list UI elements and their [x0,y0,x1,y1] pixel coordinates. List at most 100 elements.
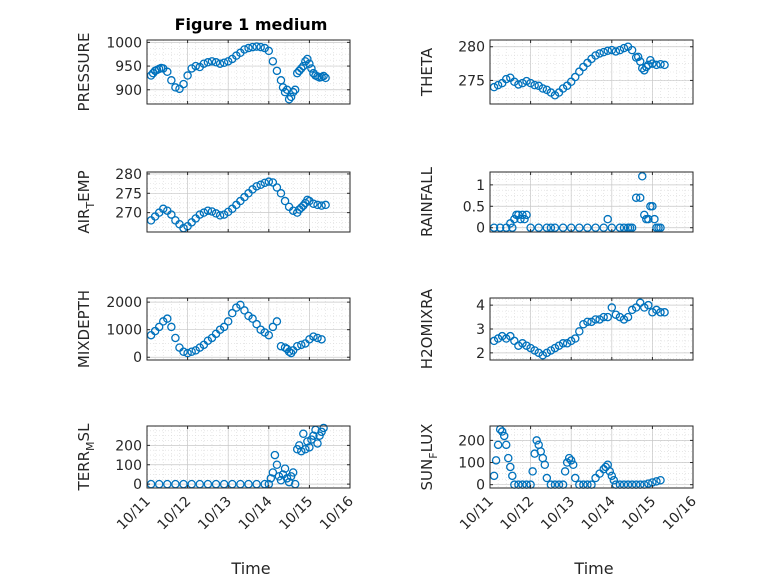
y-tick-label: 275 [115,186,142,202]
data-point [321,200,330,210]
data-point [272,317,282,326]
data-point [297,340,306,350]
data-point [652,60,661,70]
subplot-air-temp: 270 275 280 AIRTEMP [75,167,351,234]
y-tick-label: 270 [115,206,142,222]
data-point [309,199,318,208]
y-tick-label: 2 [476,346,485,362]
x-tick-label: 10/15 [619,494,659,534]
data-point [611,47,621,56]
data-point [656,308,665,317]
y-tick-label: 0.5 [463,199,485,215]
data-point [546,223,556,232]
data-point [313,439,322,448]
data-point [571,72,580,82]
data-point [648,202,657,211]
data-point [264,330,274,340]
axes-frame [489,171,694,233]
data-point [609,475,619,485]
figure-title: Figure 1 medium [175,15,328,34]
data-point [514,210,523,220]
data-point [211,58,221,67]
data-point [303,54,312,64]
data-point [605,467,615,476]
data-point [195,210,205,219]
data-point [294,441,304,450]
data-point [219,58,229,68]
data-point [163,314,172,323]
data-point [317,335,326,344]
y-axis-label: TERRMSL [75,423,97,492]
data-point [309,431,318,440]
y-tick-label: 280 [115,167,142,183]
data-point [534,223,543,232]
data-point [290,85,300,95]
data-point [297,64,306,73]
data-point [607,471,617,481]
x-tick-label: 10/11 [457,494,497,534]
subplot-sun-flux: 0 100 200 10/11 10/12 10/13 10/14 10/15 10/16 SUN… [418,424,700,534]
y-tick-label: 3 [476,322,485,338]
data-point [199,59,209,68]
data-point [270,450,280,460]
subplot-mixdepth: 0 1000 2000 MIXDEPTH [75,290,351,368]
data-point [236,300,245,310]
data-point [292,341,302,351]
data-point [215,59,225,68]
data-point [491,456,501,465]
data-point [167,322,176,332]
y-tick-label: 4 [476,298,485,314]
data-point [203,206,213,215]
subplot-rainfall: 0 0.5 1 RAINFALL [418,166,694,237]
data-point [566,456,576,465]
data-point [307,64,316,73]
data-point [215,211,225,220]
data-point [191,61,200,71]
data-point [501,440,511,450]
data-point [625,223,635,232]
data-point [309,332,318,341]
data-point [558,223,568,232]
y-tick-label: 2000 [106,295,142,311]
axes-frame [146,39,351,105]
x-tick-label: 10/12 [155,494,195,534]
data-point [627,45,637,55]
data-point [575,327,584,336]
data-point [179,347,188,356]
data-point [240,45,249,54]
y-tick-label: 100 [458,456,485,472]
data-point [183,71,192,80]
data-point [288,87,298,97]
data-point [301,444,310,454]
data-point [514,80,523,89]
y-axis-label: RAINFALL [418,166,436,237]
y-tick-label: 1000 [106,35,142,51]
data-point [506,462,515,472]
data-point [179,79,188,89]
data-point [264,177,274,186]
data-point [219,322,229,332]
data-point [154,322,164,332]
data-point [652,477,661,486]
data-point [167,76,176,85]
y-tick-label: 0 [476,478,485,494]
data-point [560,467,570,476]
data-point [319,71,328,81]
y-tick-label: 1 [476,178,485,194]
data-point [522,210,531,220]
data-point [599,47,608,57]
data-point [607,303,617,312]
data-point [499,431,509,441]
y-tick-label: 0 [476,221,485,237]
data-point [504,453,513,463]
data-point [207,207,217,216]
data-point [591,51,600,60]
data-point [495,223,505,232]
data-point [268,322,278,332]
data-point [313,333,322,343]
data-point [163,67,172,77]
data-point [256,180,265,190]
data-point [252,182,261,191]
x-tick-label: 10/14 [236,493,276,533]
data-point [158,204,168,214]
